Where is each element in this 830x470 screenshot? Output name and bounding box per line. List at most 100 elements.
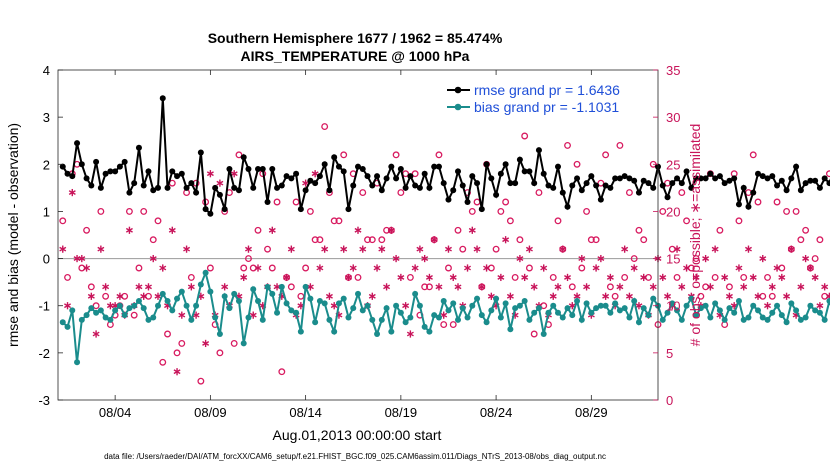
bias-point — [640, 305, 647, 312]
plot-area — [58, 70, 658, 400]
x-tick-label: 08/24 — [480, 405, 513, 420]
bias-point — [721, 316, 728, 323]
bias-point — [59, 319, 66, 326]
bias-point — [112, 307, 119, 314]
rmse-point — [821, 175, 828, 182]
obs-possible-point — [568, 283, 576, 291]
rmse-point — [383, 175, 390, 182]
bias-point — [664, 309, 671, 316]
chart-title-line2: AIRS_TEMPERATURE @ 1000 hPa — [241, 48, 470, 64]
obs-possible-point — [449, 321, 457, 329]
bias-point — [631, 298, 638, 304]
bias-point — [669, 300, 676, 307]
bias-point — [369, 316, 376, 323]
rmse-point — [288, 175, 295, 182]
rmse-point — [583, 180, 590, 187]
obs-assimilated-point — [478, 283, 486, 291]
rmse-point — [188, 180, 195, 187]
bias-point — [774, 302, 781, 309]
obs-possible-point — [754, 198, 762, 206]
y-tick-left-label: 3 — [43, 110, 50, 125]
rmse-point — [445, 196, 452, 203]
obs-possible-point — [697, 292, 705, 300]
obs-possible-point — [759, 292, 767, 300]
obs-possible-point — [87, 283, 95, 291]
obs-possible-point — [725, 283, 733, 291]
bias-point — [316, 298, 323, 304]
obs-possible-point — [273, 198, 281, 206]
obs-assimilated-point — [125, 226, 133, 234]
rmse-point — [416, 184, 423, 191]
x-axis-label: Aug.01,2013 00:00:00 start — [273, 427, 442, 443]
obs-assimilated-point — [473, 245, 481, 253]
obs-assimilated-point — [411, 264, 419, 272]
bias-point — [93, 309, 100, 316]
obs-assimilated-point — [316, 264, 324, 272]
rmse-point — [483, 161, 490, 168]
obs-possible-point — [440, 321, 448, 329]
rmse-point — [431, 163, 438, 170]
obs-assimilated-point — [625, 292, 633, 300]
bias-point — [307, 295, 314, 302]
rmse-point — [297, 206, 304, 213]
bias-point — [688, 295, 695, 302]
bias-point — [435, 314, 442, 321]
obs-possible-point — [530, 330, 538, 338]
obs-assimilated-point — [444, 245, 452, 253]
obs-possible-point — [645, 273, 652, 281]
obs-possible-point — [511, 273, 519, 281]
obs-assimilated-point — [725, 292, 733, 300]
bias-point — [802, 314, 809, 321]
obs-possible-point — [525, 264, 533, 272]
rmse-point — [593, 182, 600, 189]
rmse-point — [507, 180, 514, 187]
legend-bias-label: bias grand pr = -1.1031 — [474, 99, 619, 115]
obs-assimilated-point — [811, 273, 819, 282]
bias-point — [493, 295, 500, 302]
bias-point — [583, 300, 590, 307]
bias-point — [564, 305, 571, 312]
obs-assimilated-point — [340, 245, 348, 253]
bias-point — [278, 283, 285, 290]
obs-assimilated-point — [159, 264, 167, 272]
rmse-point — [345, 206, 352, 213]
bias-point — [397, 309, 404, 316]
plot-frame — [57, 69, 659, 401]
bias-point — [135, 298, 142, 304]
bias-point — [502, 300, 509, 307]
bias-point — [340, 295, 347, 302]
bias-point — [183, 302, 190, 309]
y-tick-left-label: 4 — [43, 63, 50, 78]
rmse-point — [235, 187, 242, 194]
bias-point — [188, 316, 195, 323]
rmse-point — [178, 170, 185, 177]
rmse-point — [259, 166, 266, 172]
obs-assimilated-point — [454, 283, 462, 291]
bias-point — [726, 305, 733, 312]
bias-point — [321, 300, 328, 307]
rmse-point — [312, 180, 319, 187]
rmse-point — [640, 177, 647, 184]
rmse-point — [516, 156, 523, 163]
y-tick-right-label: 0 — [666, 393, 673, 408]
obs-possible-point — [392, 151, 400, 159]
obs-assimilated-point — [183, 245, 191, 253]
bias-point — [588, 309, 595, 316]
rmse-point — [497, 170, 504, 177]
obs-possible-point — [421, 283, 429, 291]
obs-assimilated-point — [144, 283, 152, 291]
rmse-point — [412, 182, 419, 189]
bias-point — [474, 295, 481, 302]
obs-assimilated-point — [640, 273, 648, 282]
y-tick-right-label: 15 — [666, 252, 680, 267]
bias-point — [812, 307, 819, 314]
rmse-point — [469, 173, 476, 180]
obs-assimilated-point — [421, 254, 429, 263]
obs-possible-point — [92, 302, 100, 310]
rmse-point — [102, 170, 109, 177]
y-tick-left-label: -2 — [38, 346, 50, 361]
bias-point — [283, 300, 290, 307]
y-tick-left-label: -3 — [38, 393, 50, 408]
obs-assimilated-point — [92, 330, 100, 338]
obs-assimilated-point — [464, 264, 472, 272]
